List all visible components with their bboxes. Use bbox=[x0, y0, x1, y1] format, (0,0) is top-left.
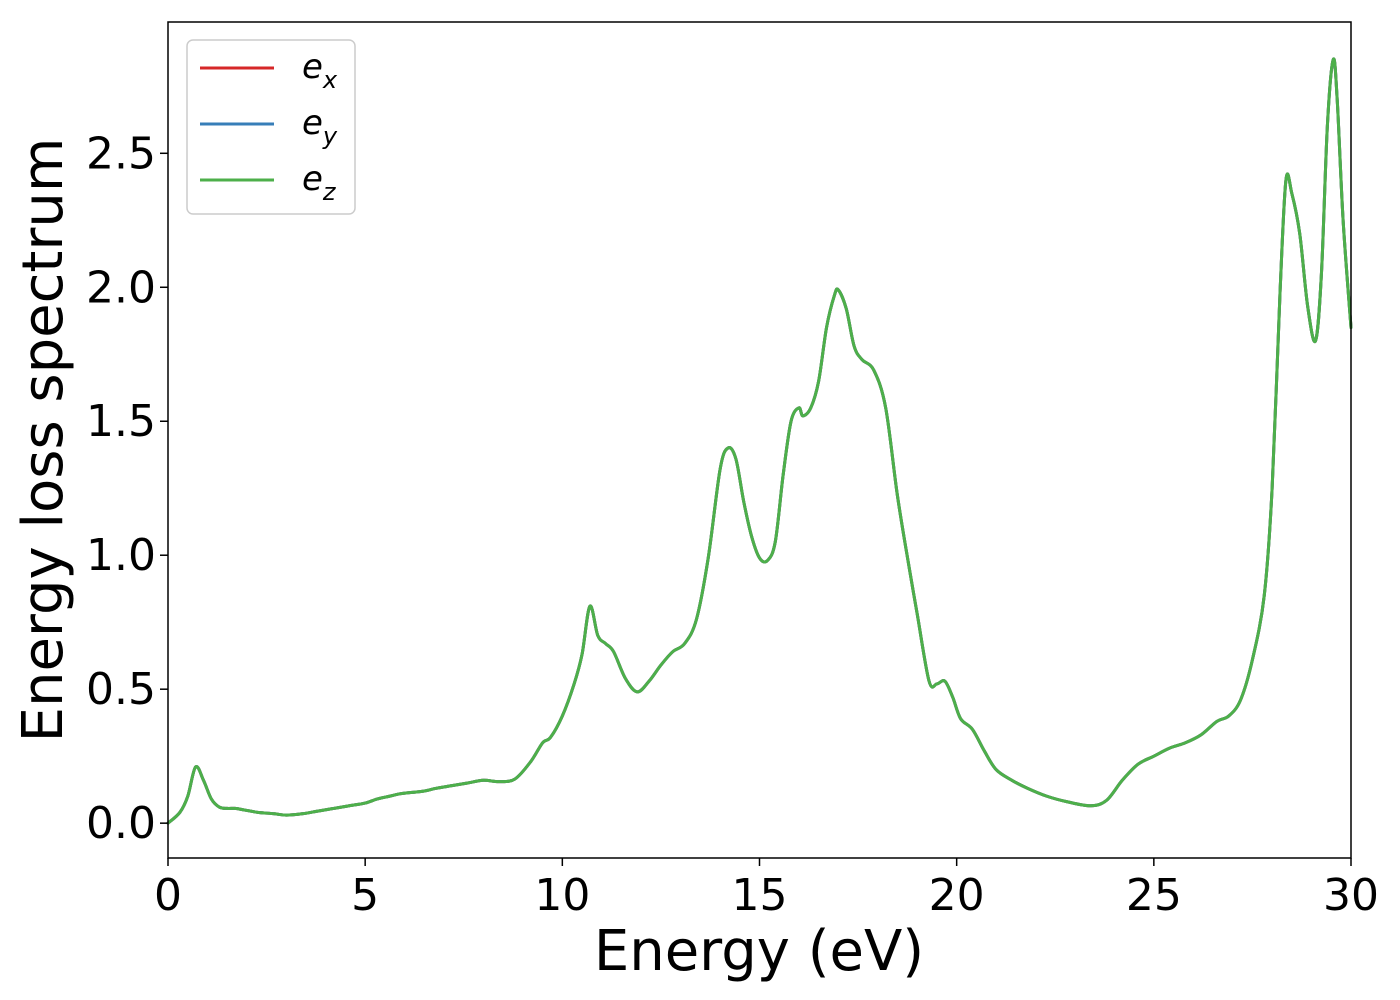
y-axis-ticks: 0.0 0.5 1.0 1.5 2.0 2.5 bbox=[86, 128, 168, 849]
y-tick-label: 1.5 bbox=[86, 396, 156, 447]
y-axis-title: Energy loss spectrum bbox=[11, 138, 76, 743]
y-tick-label: 2.5 bbox=[86, 128, 156, 179]
x-tick-label: 10 bbox=[534, 870, 590, 921]
x-tick-label: 5 bbox=[351, 870, 379, 921]
y-tick-label: 2.0 bbox=[86, 262, 156, 313]
x-tick-label: 0 bbox=[154, 870, 182, 921]
x-tick-label: 20 bbox=[929, 870, 985, 921]
x-tick-label: 25 bbox=[1126, 870, 1182, 921]
series-line-e-z bbox=[166, 57, 1353, 825]
y-tick-label: 0.5 bbox=[86, 664, 156, 715]
y-tick-label: 1.0 bbox=[86, 530, 156, 581]
x-axis-title: Energy (eV) bbox=[594, 919, 924, 984]
x-axis-ticks: 0 5 10 15 20 25 30 bbox=[154, 858, 1379, 921]
series-layer bbox=[166, 57, 1353, 825]
y-tick-label: 0.0 bbox=[86, 798, 156, 849]
x-tick-label: 30 bbox=[1323, 870, 1379, 921]
legend-box bbox=[186, 39, 356, 215]
x-tick-label: 15 bbox=[732, 870, 788, 921]
